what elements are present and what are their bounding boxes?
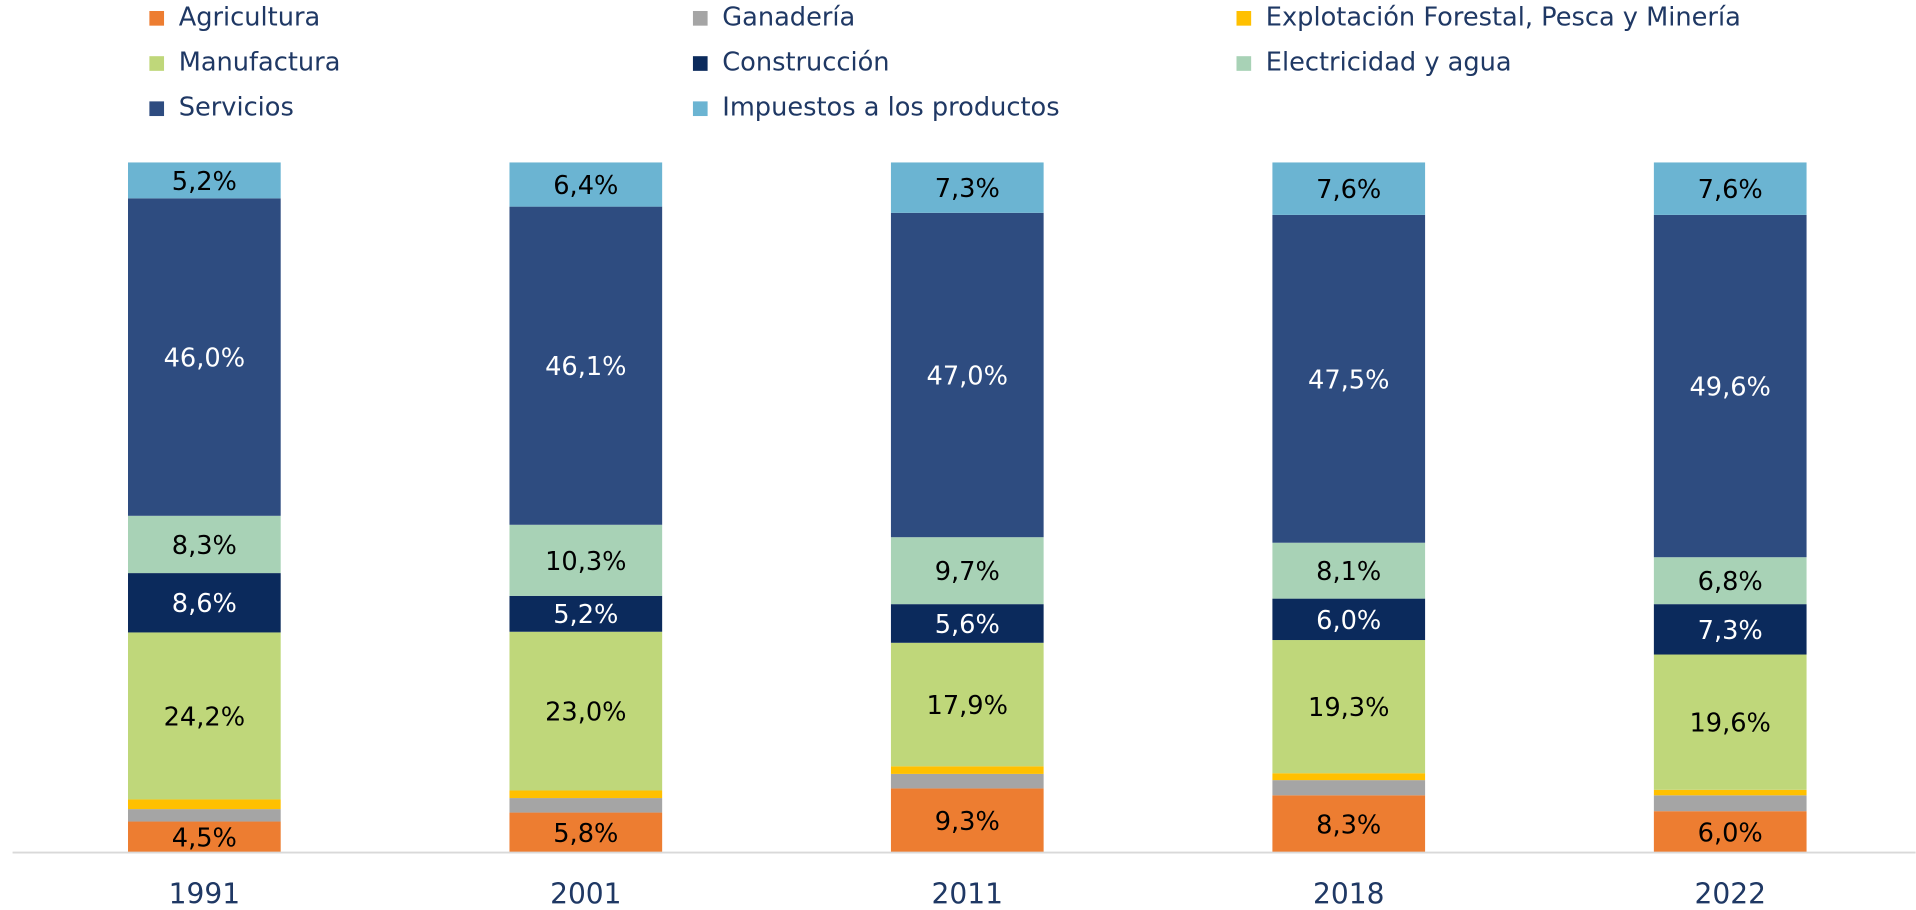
bar-segment: [1653, 557, 1807, 605]
data-label: 19,6%: [1689, 709, 1770, 739]
bar-segment: [128, 198, 281, 516]
bar-segment: [1653, 604, 1807, 655]
bar-segment: [509, 790, 663, 799]
bar-segment: [1272, 598, 1426, 641]
legend-label: Servicios: [179, 93, 294, 123]
data-label: 8,6%: [172, 589, 237, 619]
x-tick-label: 2001: [550, 877, 621, 910]
data-label: 49,6%: [1689, 373, 1770, 403]
bar-segment: [1272, 214, 1426, 543]
bar-segment: [890, 766, 1044, 774]
data-label: 6,4%: [553, 171, 618, 201]
bar-segment: [1272, 773, 1426, 781]
data-label: 4,5%: [172, 824, 237, 854]
x-tick-label: 2022: [1694, 877, 1765, 910]
data-label: 6,0%: [1316, 606, 1381, 636]
legend-swatch: [692, 10, 708, 26]
bar-segment: [128, 799, 281, 810]
bar-segment: [890, 642, 1044, 767]
bar-segment: [509, 798, 663, 813]
data-label: 5,6%: [935, 610, 1000, 640]
bar-segment: [128, 515, 281, 574]
data-label: 19,3%: [1308, 693, 1389, 723]
bar-segment: [890, 537, 1044, 605]
bar-segment: [509, 631, 663, 791]
bar-segment: [890, 212, 1044, 538]
bar-segment: [890, 773, 1044, 789]
data-label: 6,0%: [1698, 818, 1763, 848]
bar-segment: [1653, 789, 1807, 796]
legend-swatch: [149, 56, 165, 71]
bar-segment: [890, 162, 1044, 213]
data-label: 24,2%: [164, 702, 245, 732]
bar-segment: [509, 162, 663, 207]
data-label: 47,5%: [1308, 365, 1389, 395]
bar-segment: [890, 788, 1044, 853]
bar-segment: [1653, 654, 1807, 790]
bar-segment: [509, 206, 663, 525]
legend-swatch: [692, 56, 708, 71]
data-label: 46,1%: [545, 352, 626, 382]
legend-swatch: [149, 101, 165, 117]
data-label: 23,0%: [545, 698, 626, 728]
bar-segment: [1272, 542, 1426, 599]
bar-segment: [1272, 640, 1426, 774]
x-tick-label: 2011: [932, 877, 1003, 910]
bar-segment: [128, 162, 281, 199]
bar-segment: [509, 595, 663, 632]
legend-swatch: [1236, 56, 1252, 71]
bar-segment: [128, 809, 281, 822]
bar-segment: [509, 524, 663, 596]
data-label: 7,3%: [1698, 616, 1763, 646]
legend-swatch: [1236, 10, 1252, 26]
data-label: 7,6%: [1316, 175, 1381, 205]
data-label: 7,3%: [935, 174, 1000, 204]
legend-label: Impuestos a los productos: [722, 93, 1059, 123]
bar-segment: [1653, 162, 1807, 215]
data-label: 46,0%: [164, 344, 245, 374]
legend-label: Agricultura: [179, 2, 321, 32]
bar-segment: [1272, 780, 1426, 796]
bar-segment: [128, 632, 281, 800]
bar-segment: [128, 821, 281, 853]
data-label: 9,7%: [935, 557, 1000, 587]
data-label: 9,3%: [935, 807, 1000, 837]
data-label: 5,8%: [553, 819, 618, 849]
legend-label: Construcción: [722, 48, 889, 78]
bar-segment: [1653, 811, 1807, 853]
data-label: 10,3%: [545, 547, 626, 577]
x-tick-label: 1991: [169, 877, 240, 910]
data-label: 5,2%: [553, 600, 618, 630]
bar-segment: [128, 573, 281, 633]
bar-segment: [1272, 795, 1426, 853]
x-tick-label: 2018: [1313, 877, 1384, 910]
bar-segment: [1653, 214, 1807, 558]
data-label: 8,1%: [1316, 557, 1381, 587]
data-label: 17,9%: [927, 691, 1008, 721]
bar-segment: [890, 604, 1044, 643]
legend-label: Electricidad y agua: [1266, 48, 1512, 78]
data-label: 5,2%: [172, 167, 237, 197]
data-label: 7,6%: [1698, 175, 1763, 205]
data-label: 6,8%: [1698, 567, 1763, 597]
legend-label: Ganadería: [722, 2, 855, 32]
bar-segment: [1272, 162, 1426, 215]
bar-segment: [509, 812, 663, 853]
legend-label: Manufactura: [179, 48, 341, 78]
data-label: 8,3%: [1316, 810, 1381, 840]
data-label: 47,0%: [927, 361, 1008, 391]
data-label: 8,3%: [172, 531, 237, 561]
legend-swatch: [149, 10, 165, 26]
bar-segment: [1653, 795, 1807, 812]
legend-swatch: [692, 101, 708, 117]
legend-label: Explotación Forestal, Pesca y Minería: [1266, 2, 1741, 32]
